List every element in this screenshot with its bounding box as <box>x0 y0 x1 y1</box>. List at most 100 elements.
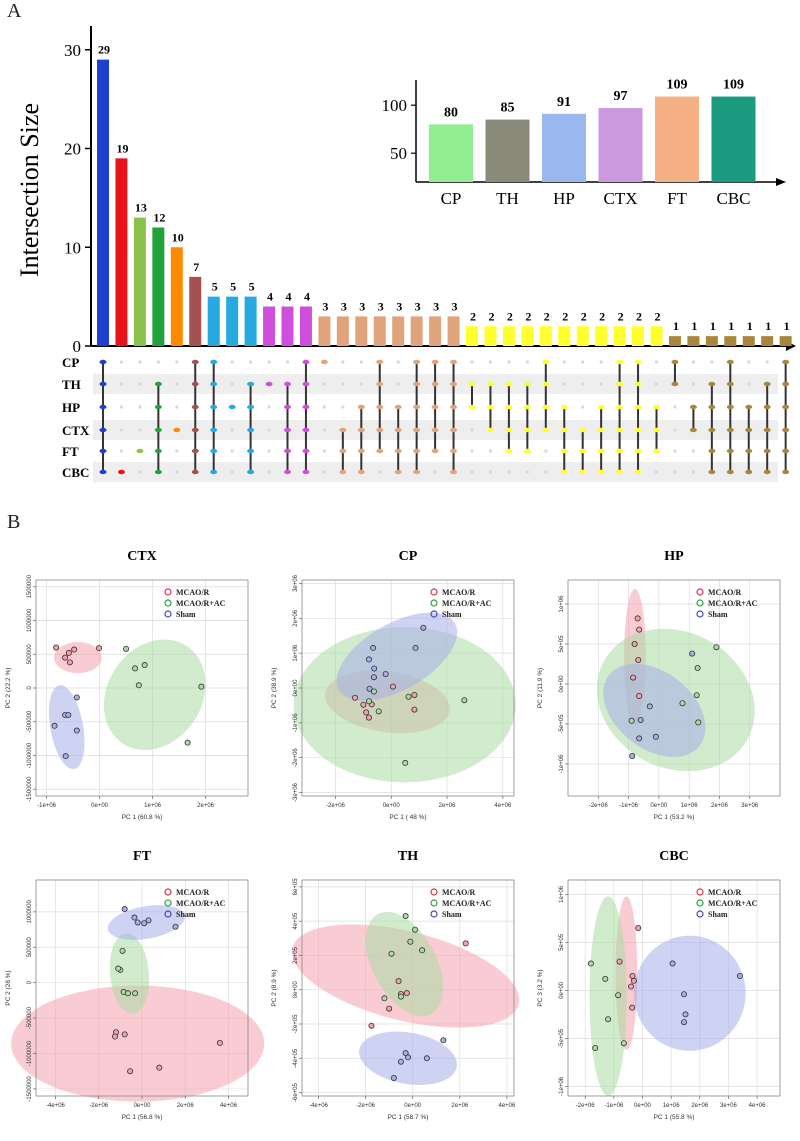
matrix-dot <box>616 404 624 410</box>
sample-point <box>131 914 138 921</box>
intersection-bar <box>97 59 109 346</box>
pca-x-axis-title: PC 1 (53.2 %) <box>654 814 695 821</box>
matrix-empty-dot <box>322 428 326 432</box>
legend-label: MCAO/R+AC <box>176 899 226 908</box>
sample-point <box>370 644 377 651</box>
pca-y-tick-label: -1e+06 <box>559 754 565 774</box>
intersection-bar-label: 13 <box>135 201 147 215</box>
matrix-dot <box>726 427 734 433</box>
matrix-empty-dot <box>673 428 677 432</box>
matrix-dot <box>228 404 236 410</box>
panel-b-label: B <box>7 511 21 533</box>
upset-y-tick-label: 0 <box>73 337 82 356</box>
sample-point <box>96 645 103 652</box>
pca-y-tick-label: 5e+05 <box>559 635 565 653</box>
sample-point <box>371 665 378 672</box>
matrix-dot <box>616 469 624 475</box>
legend-marker <box>164 910 172 918</box>
intersection-bar-label: 5 <box>212 280 218 294</box>
matrix-dot <box>616 427 624 433</box>
matrix-dot <box>376 381 384 387</box>
pca-title: HP <box>664 549 684 564</box>
set-size-category-label: CBC <box>716 189 750 208</box>
matrix-empty-dot <box>230 360 234 364</box>
pca-x-tick-label: 0e+00 <box>134 1103 152 1109</box>
set-size-category-label: CTX <box>604 189 638 208</box>
legend-label: MCAO/R <box>442 588 476 597</box>
matrix-dot <box>486 427 494 433</box>
matrix-dot <box>634 359 642 365</box>
matrix-dot <box>191 404 199 410</box>
intersection-bar-label: 2 <box>581 309 587 323</box>
matrix-empty-dot <box>322 470 326 474</box>
intersection-bar-label: 2 <box>655 309 661 323</box>
matrix-empty-dot <box>673 405 677 409</box>
matrix-dot <box>339 469 347 475</box>
sample-point <box>411 706 418 713</box>
pca-y-tick-label: 0e+00 <box>293 679 299 697</box>
matrix-empty-dot <box>747 382 751 386</box>
sample-point <box>141 662 148 669</box>
pca-y-tick-label: -4e+05 <box>293 1048 299 1068</box>
sample-point <box>629 1004 636 1011</box>
matrix-empty-dot <box>249 360 253 364</box>
sample-point <box>121 1031 128 1038</box>
legend-label: MCAO/R <box>176 588 210 597</box>
matrix-dot <box>597 448 605 454</box>
sample-point <box>616 958 623 965</box>
intersection-bar <box>318 316 331 346</box>
sample-point <box>390 1074 397 1081</box>
pca-x-tick-label: -2e+06 <box>326 803 346 809</box>
sample-point <box>395 978 402 985</box>
pca-y-tick-label: -6e+05 <box>293 1082 299 1102</box>
matrix-empty-dot <box>138 382 142 386</box>
confidence-ellipse <box>54 642 102 674</box>
pca-x-tick-label: -4e+06 <box>309 1103 329 1109</box>
pca-x-tick-label: -1e+06 <box>604 1103 624 1109</box>
matrix-dot <box>634 469 642 475</box>
intersection-bar <box>724 336 737 346</box>
matrix-dot <box>597 404 605 410</box>
matrix-dot <box>210 469 218 475</box>
pca-x-tick-label: 2e+06 <box>177 1103 195 1109</box>
pca-x-tick-label: 2e+06 <box>439 803 457 809</box>
pca-th-plot: TH -4e+06 -2e+06 0e+00 2e+06 4e+06 6e+05 4e+05 2… <box>271 849 520 1121</box>
pca-title: TH <box>398 849 418 864</box>
set-size-bar <box>655 96 699 182</box>
matrix-empty-dot <box>175 470 179 474</box>
legend-marker <box>164 888 172 896</box>
pca-y-axis-title: PC 2 (11.9 %) <box>537 668 544 708</box>
matrix-empty-dot <box>544 449 548 453</box>
matrix-empty-dot <box>599 382 603 386</box>
matrix-dot <box>99 359 107 365</box>
matrix-empty-dot <box>267 428 271 432</box>
sample-point <box>111 1033 118 1040</box>
set-size-value-label: 85 <box>501 101 515 116</box>
matrix-empty-dot <box>433 470 437 474</box>
matrix-empty-dot <box>581 360 585 364</box>
intersection-bar <box>595 326 608 346</box>
matrix-empty-dot <box>341 405 345 409</box>
matrix-empty-dot <box>175 382 179 386</box>
pca-y-tick-label: 1000000 <box>27 900 33 924</box>
sample-point <box>370 674 377 681</box>
sample-point <box>630 977 637 984</box>
matrix-set-label: HP <box>62 400 80 415</box>
intersection-bar <box>466 326 478 346</box>
pca-y-tick-label: 500000 <box>27 644 33 665</box>
sample-point <box>127 1068 134 1075</box>
matrix-empty-dot <box>119 360 124 364</box>
intersection-bar <box>539 326 552 346</box>
sample-point <box>386 1005 393 1012</box>
matrix-empty-dot <box>691 382 696 386</box>
matrix-empty-dot <box>285 360 290 364</box>
pca-y-tick-label: -5e+05 <box>559 1028 565 1048</box>
pca-y-tick-label: -3e+06 <box>293 782 299 802</box>
matrix-empty-dot <box>747 360 751 364</box>
sample-point <box>115 965 122 972</box>
legend-marker <box>430 610 438 618</box>
intersection-bar-label: 4 <box>286 290 292 304</box>
matrix-empty-dot <box>654 382 659 386</box>
intersection-bar-label: 3 <box>322 299 328 313</box>
pca-x-tick-label: 4e+06 <box>220 1103 238 1109</box>
